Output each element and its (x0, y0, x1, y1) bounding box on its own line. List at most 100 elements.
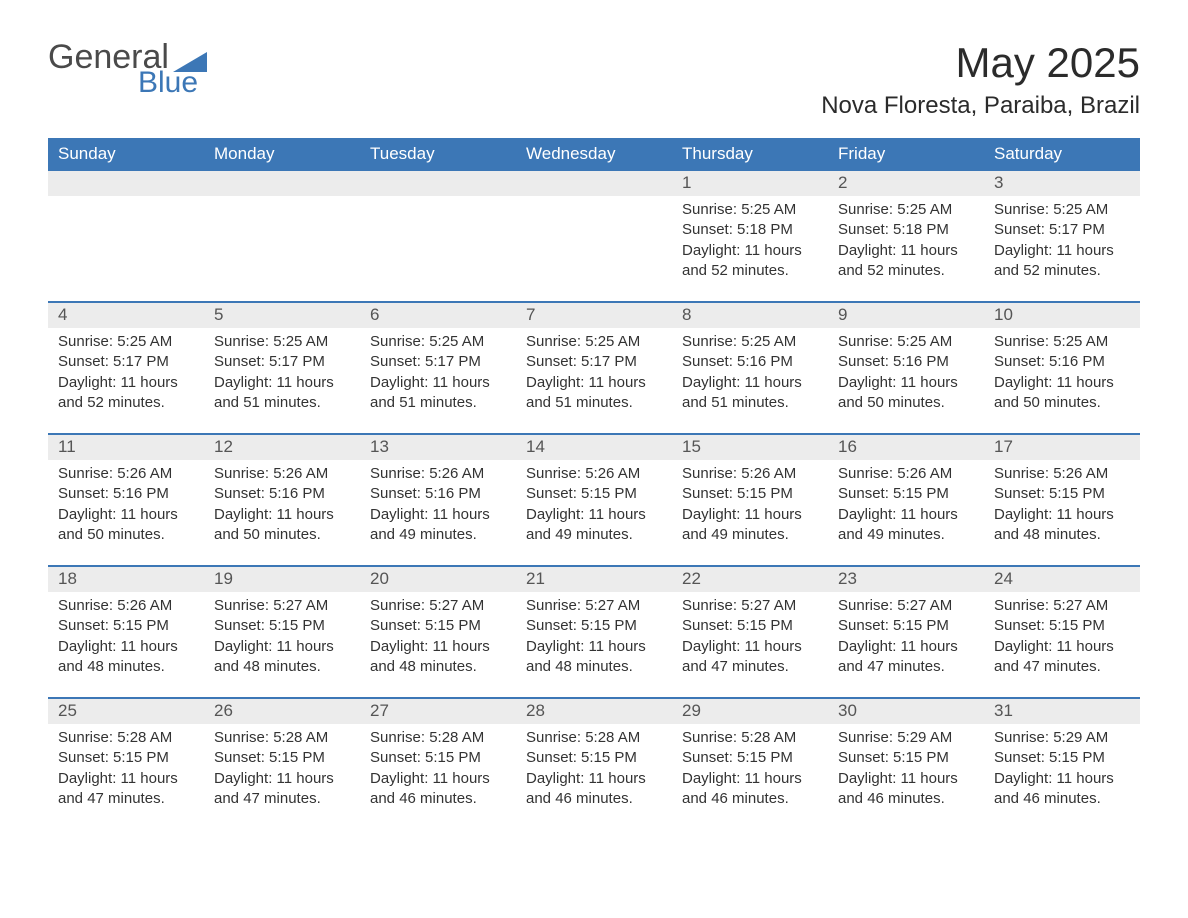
daylight-text: Daylight: 11 hours and 50 minutes. (838, 373, 974, 414)
sunrise-text: Sunrise: 5:26 AM (838, 464, 974, 484)
sunset-text: Sunset: 5:15 PM (370, 748, 506, 768)
day-details: Sunrise: 5:25 AMSunset: 5:16 PMDaylight:… (672, 328, 828, 419)
week-row: 4Sunrise: 5:25 AMSunset: 5:17 PMDaylight… (48, 301, 1140, 421)
sunset-text: Sunset: 5:15 PM (526, 748, 662, 768)
calendar-grid: SundayMondayTuesdayWednesdayThursdayFrid… (48, 138, 1140, 817)
day-cell: 9Sunrise: 5:25 AMSunset: 5:16 PMDaylight… (828, 303, 984, 421)
day-cell: 10Sunrise: 5:25 AMSunset: 5:16 PMDayligh… (984, 303, 1140, 421)
daylight-text: Daylight: 11 hours and 49 minutes. (526, 505, 662, 546)
day-cell: 16Sunrise: 5:26 AMSunset: 5:15 PMDayligh… (828, 435, 984, 553)
daylight-text: Daylight: 11 hours and 49 minutes. (682, 505, 818, 546)
sunrise-text: Sunrise: 5:25 AM (838, 332, 974, 352)
daylight-text: Daylight: 11 hours and 49 minutes. (838, 505, 974, 546)
day-number: 25 (48, 699, 204, 724)
day-number: 17 (984, 435, 1140, 460)
day-cell: 22Sunrise: 5:27 AMSunset: 5:15 PMDayligh… (672, 567, 828, 685)
sunrise-text: Sunrise: 5:26 AM (370, 464, 506, 484)
day-cell: 23Sunrise: 5:27 AMSunset: 5:15 PMDayligh… (828, 567, 984, 685)
dow-tuesday: Tuesday (360, 138, 516, 171)
day-details: Sunrise: 5:25 AMSunset: 5:18 PMDaylight:… (672, 196, 828, 287)
day-details: Sunrise: 5:25 AMSunset: 5:17 PMDaylight:… (360, 328, 516, 419)
sunset-text: Sunset: 5:15 PM (214, 616, 350, 636)
day-cell: 20Sunrise: 5:27 AMSunset: 5:15 PMDayligh… (360, 567, 516, 685)
day-number: 18 (48, 567, 204, 592)
daylight-text: Daylight: 11 hours and 50 minutes. (994, 373, 1130, 414)
sunrise-text: Sunrise: 5:27 AM (526, 596, 662, 616)
day-number: 23 (828, 567, 984, 592)
day-number: 1 (672, 171, 828, 196)
day-number: 19 (204, 567, 360, 592)
day-number: 20 (360, 567, 516, 592)
day-cell: 21Sunrise: 5:27 AMSunset: 5:15 PMDayligh… (516, 567, 672, 685)
day-cell: 1Sunrise: 5:25 AMSunset: 5:18 PMDaylight… (672, 171, 828, 289)
sunrise-text: Sunrise: 5:25 AM (994, 332, 1130, 352)
daylight-text: Daylight: 11 hours and 52 minutes. (58, 373, 194, 414)
day-number: 4 (48, 303, 204, 328)
day-cell: 11Sunrise: 5:26 AMSunset: 5:16 PMDayligh… (48, 435, 204, 553)
day-number: 29 (672, 699, 828, 724)
daylight-text: Daylight: 11 hours and 51 minutes. (526, 373, 662, 414)
week-row: 11Sunrise: 5:26 AMSunset: 5:16 PMDayligh… (48, 433, 1140, 553)
day-details: Sunrise: 5:25 AMSunset: 5:17 PMDaylight:… (516, 328, 672, 419)
day-details: Sunrise: 5:26 AMSunset: 5:15 PMDaylight:… (48, 592, 204, 683)
sunrise-text: Sunrise: 5:26 AM (214, 464, 350, 484)
day-number: 7 (516, 303, 672, 328)
sunset-text: Sunset: 5:16 PM (682, 352, 818, 372)
day-details: Sunrise: 5:26 AMSunset: 5:16 PMDaylight:… (204, 460, 360, 551)
daylight-text: Daylight: 11 hours and 47 minutes. (682, 637, 818, 678)
day-number: 6 (360, 303, 516, 328)
sunrise-text: Sunrise: 5:26 AM (58, 464, 194, 484)
sunrise-text: Sunrise: 5:27 AM (214, 596, 350, 616)
day-details: Sunrise: 5:27 AMSunset: 5:15 PMDaylight:… (828, 592, 984, 683)
sunset-text: Sunset: 5:17 PM (370, 352, 506, 372)
day-cell: 13Sunrise: 5:26 AMSunset: 5:16 PMDayligh… (360, 435, 516, 553)
day-details: Sunrise: 5:26 AMSunset: 5:16 PMDaylight:… (48, 460, 204, 551)
day-number: 8 (672, 303, 828, 328)
day-details: Sunrise: 5:26 AMSunset: 5:15 PMDaylight:… (672, 460, 828, 551)
day-cell: 12Sunrise: 5:26 AMSunset: 5:16 PMDayligh… (204, 435, 360, 553)
sunrise-text: Sunrise: 5:27 AM (994, 596, 1130, 616)
sunset-text: Sunset: 5:17 PM (214, 352, 350, 372)
day-details: Sunrise: 5:28 AMSunset: 5:15 PMDaylight:… (516, 724, 672, 815)
day-cell: 31Sunrise: 5:29 AMSunset: 5:15 PMDayligh… (984, 699, 1140, 817)
sunset-text: Sunset: 5:16 PM (58, 484, 194, 504)
day-cell: 17Sunrise: 5:26 AMSunset: 5:15 PMDayligh… (984, 435, 1140, 553)
empty-cell (516, 171, 672, 289)
day-number: 15 (672, 435, 828, 460)
sunrise-text: Sunrise: 5:25 AM (58, 332, 194, 352)
week-row: 1Sunrise: 5:25 AMSunset: 5:18 PMDaylight… (48, 171, 1140, 289)
sunset-text: Sunset: 5:18 PM (682, 220, 818, 240)
sunrise-text: Sunrise: 5:28 AM (682, 728, 818, 748)
weeks-container: 1Sunrise: 5:25 AMSunset: 5:18 PMDaylight… (48, 171, 1140, 817)
day-number: 11 (48, 435, 204, 460)
day-details: Sunrise: 5:26 AMSunset: 5:15 PMDaylight:… (984, 460, 1140, 551)
day-details: Sunrise: 5:27 AMSunset: 5:15 PMDaylight:… (984, 592, 1140, 683)
day-cell: 19Sunrise: 5:27 AMSunset: 5:15 PMDayligh… (204, 567, 360, 685)
day-details: Sunrise: 5:26 AMSunset: 5:16 PMDaylight:… (360, 460, 516, 551)
day-of-week-header: SundayMondayTuesdayWednesdayThursdayFrid… (48, 138, 1140, 171)
daylight-text: Daylight: 11 hours and 49 minutes. (370, 505, 506, 546)
day-cell: 18Sunrise: 5:26 AMSunset: 5:15 PMDayligh… (48, 567, 204, 685)
sunset-text: Sunset: 5:15 PM (682, 616, 818, 636)
day-details: Sunrise: 5:25 AMSunset: 5:18 PMDaylight:… (828, 196, 984, 287)
day-number: 5 (204, 303, 360, 328)
daylight-text: Daylight: 11 hours and 46 minutes. (838, 769, 974, 810)
sunrise-text: Sunrise: 5:27 AM (370, 596, 506, 616)
daylight-text: Daylight: 11 hours and 52 minutes. (994, 241, 1130, 282)
day-number (204, 171, 360, 196)
daylight-text: Daylight: 11 hours and 46 minutes. (526, 769, 662, 810)
empty-cell (204, 171, 360, 289)
location-text: Nova Floresta, Paraiba, Brazil (821, 92, 1140, 120)
sunset-text: Sunset: 5:15 PM (58, 616, 194, 636)
sunrise-text: Sunrise: 5:28 AM (58, 728, 194, 748)
day-details: Sunrise: 5:25 AMSunset: 5:17 PMDaylight:… (204, 328, 360, 419)
daylight-text: Daylight: 11 hours and 46 minutes. (370, 769, 506, 810)
day-number: 27 (360, 699, 516, 724)
day-cell: 15Sunrise: 5:26 AMSunset: 5:15 PMDayligh… (672, 435, 828, 553)
empty-cell (360, 171, 516, 289)
daylight-text: Daylight: 11 hours and 50 minutes. (58, 505, 194, 546)
sunrise-text: Sunrise: 5:25 AM (682, 200, 818, 220)
sunrise-text: Sunrise: 5:26 AM (58, 596, 194, 616)
day-details: Sunrise: 5:28 AMSunset: 5:15 PMDaylight:… (672, 724, 828, 815)
sunrise-text: Sunrise: 5:26 AM (994, 464, 1130, 484)
